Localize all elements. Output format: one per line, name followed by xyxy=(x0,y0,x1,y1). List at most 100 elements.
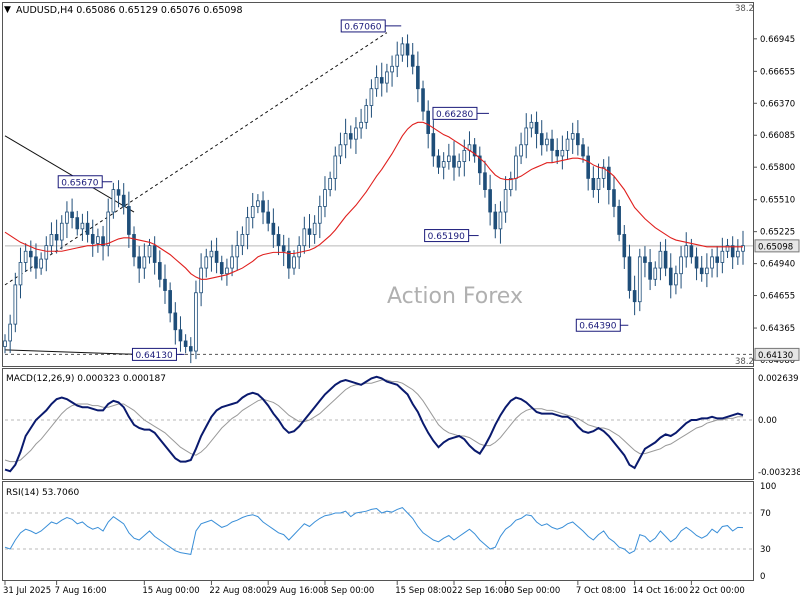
price-panel: 0.66945 0.66655 0.66370 0.66085 0.65800 0.655… xyxy=(3,19,800,366)
candle-body xyxy=(240,234,245,247)
x-tick-label: 8 Sep 00:00 xyxy=(323,586,374,596)
candle-body xyxy=(539,133,544,146)
x-tick-label: 30 Sep 00:00 xyxy=(504,586,561,596)
candle-body xyxy=(85,222,90,235)
candle-body xyxy=(230,256,234,269)
candle-body xyxy=(18,262,23,286)
candle-body xyxy=(178,329,183,342)
price-tick-label: 0.66655 xyxy=(760,67,795,77)
candle-body xyxy=(127,206,131,235)
candle-body xyxy=(395,54,400,67)
candle-body xyxy=(581,144,585,157)
candle-body xyxy=(70,211,74,219)
candle-body xyxy=(452,155,456,168)
candle-body xyxy=(354,127,358,140)
candle-body xyxy=(591,177,596,191)
candle-body xyxy=(75,217,80,230)
candle-body xyxy=(601,166,606,179)
candle-body xyxy=(529,121,534,129)
candle-body xyxy=(80,222,85,230)
candle-body xyxy=(348,133,353,140)
candle-body xyxy=(271,222,276,235)
candle-body xyxy=(668,267,673,286)
candle-body xyxy=(550,138,554,151)
candle-body xyxy=(214,250,219,263)
price-tick-label: 0.64940 xyxy=(760,260,795,270)
candle-body xyxy=(204,256,209,269)
candle-body xyxy=(96,236,100,244)
candle-body xyxy=(462,149,467,162)
candle-body xyxy=(256,200,260,207)
candle-body xyxy=(59,222,64,241)
candle-body xyxy=(560,149,565,157)
rsi-tick-label: 30 xyxy=(760,545,771,555)
candle-body xyxy=(328,177,332,191)
candle-body xyxy=(225,267,229,275)
candle-body xyxy=(28,250,33,258)
candle-body xyxy=(199,267,203,294)
x-tick-label: 22 Sep 16:00 xyxy=(452,586,509,596)
candle-body xyxy=(111,189,116,213)
price-annotation-label: 0.65670 xyxy=(61,178,98,188)
candle-body xyxy=(410,54,415,67)
fib-label-top: 38.2 xyxy=(735,4,754,14)
candle-body xyxy=(705,267,709,275)
candle-body xyxy=(586,155,590,179)
x-tick-label: 15 Sep 08:00 xyxy=(395,586,452,596)
candle-body xyxy=(524,127,529,146)
candle-body xyxy=(364,105,369,123)
candle-body xyxy=(121,194,126,207)
macd-tick-label: 0.002639 xyxy=(758,374,799,384)
candle-body xyxy=(663,250,668,269)
candle-body xyxy=(648,262,652,280)
candle-body xyxy=(519,144,523,157)
candle-body xyxy=(188,346,193,352)
x-tick-label: 15 Aug 00:00 xyxy=(142,586,199,596)
candle-body xyxy=(8,323,12,342)
candle-body xyxy=(65,211,69,224)
rsi-panel-frame xyxy=(2,481,754,581)
support-price-tag xyxy=(754,347,800,361)
candle-body xyxy=(3,340,7,347)
candle-body xyxy=(689,245,694,258)
candle-body xyxy=(627,256,632,291)
macd-line xyxy=(4,375,744,473)
candle-body xyxy=(514,155,518,179)
macd-signal-line xyxy=(4,379,743,463)
price-annotation-label: 0.66280 xyxy=(436,110,473,120)
candle-body xyxy=(307,228,312,235)
candle-body xyxy=(400,43,405,56)
candle-body xyxy=(312,222,317,235)
price-tick-label: 0.65225 xyxy=(760,228,795,238)
candle-body xyxy=(261,200,265,213)
candle-body xyxy=(209,250,214,258)
candle-body xyxy=(570,133,575,140)
candle-body xyxy=(674,273,678,286)
candle-body xyxy=(359,121,363,129)
candle-body xyxy=(385,71,389,84)
candle-body xyxy=(477,155,482,174)
candle-body xyxy=(39,258,43,269)
candle-body xyxy=(147,245,152,258)
candle-body xyxy=(250,206,255,219)
candle-body xyxy=(374,77,379,90)
candle-body xyxy=(637,256,642,303)
candle-body xyxy=(483,172,487,191)
candle-body xyxy=(405,43,410,56)
price-tick-label: 0.64655 xyxy=(760,292,795,302)
candle-body xyxy=(292,256,296,269)
candle-body xyxy=(281,245,286,252)
candle-body xyxy=(622,234,627,258)
x-tick-label: 14 Oct 16:00 xyxy=(633,586,688,596)
moving-average-line xyxy=(4,121,743,280)
candle-body xyxy=(90,234,95,244)
candle-body xyxy=(426,110,430,134)
candle-body xyxy=(245,217,250,235)
price-tick-label: 0.66085 xyxy=(760,131,795,141)
candle-body xyxy=(493,211,498,230)
macd-tick-label: 0.00 xyxy=(758,416,777,426)
candle-body xyxy=(617,206,621,235)
rsi-panel: 100 70 30 0 xyxy=(4,482,776,582)
candle-body xyxy=(447,155,451,162)
price-panel-frame xyxy=(2,2,754,367)
